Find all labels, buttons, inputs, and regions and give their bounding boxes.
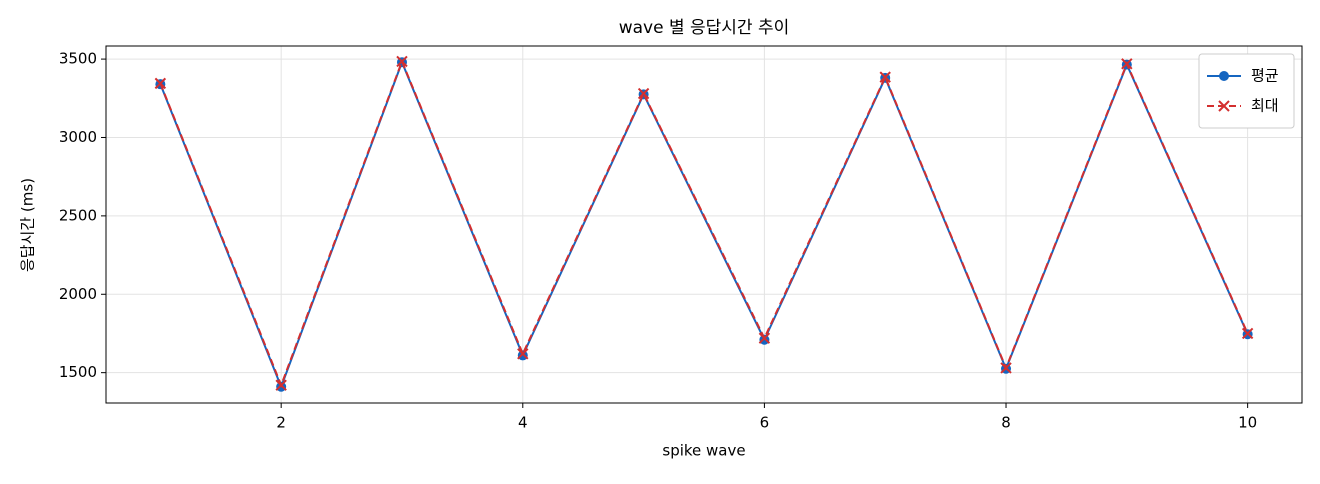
point (1121, 58, 1133, 70)
legend-marker (1218, 100, 1230, 112)
legend-marker (1219, 71, 1229, 81)
x-tick-label: 6 (760, 414, 770, 432)
y-tick-label: 2500 (59, 206, 97, 224)
legend-box (1198, 53, 1295, 129)
legend-label: 평균 (1251, 67, 1279, 85)
legend-label: 최대 (1251, 97, 1279, 115)
point (517, 350, 528, 361)
point (275, 379, 287, 391)
x-tick-label: 10 (1238, 414, 1257, 432)
point (1241, 327, 1254, 340)
y-tick-label: 3000 (59, 128, 97, 146)
y-tick-label: 3500 (59, 50, 97, 68)
plot-frame (105, 45, 1303, 404)
point (517, 348, 529, 360)
x-tick-label: 8 (1001, 414, 1011, 432)
x-axis-label: spike wave (662, 442, 745, 460)
y-tick-label: 1500 (59, 363, 97, 381)
point (396, 55, 408, 68)
point (1000, 362, 1012, 374)
point (758, 332, 771, 344)
chart-title: wave 별 응답시간 추이 (619, 18, 790, 38)
point (879, 71, 891, 83)
point (637, 87, 650, 100)
y-axis-label: 응답시간 (ms) (19, 178, 37, 272)
series-line (159, 58, 1249, 388)
point (154, 77, 167, 90)
x-tick-label: 4 (518, 414, 528, 432)
y-tick-label: 2000 (59, 285, 97, 303)
x-tick-label: 2 (276, 414, 286, 432)
